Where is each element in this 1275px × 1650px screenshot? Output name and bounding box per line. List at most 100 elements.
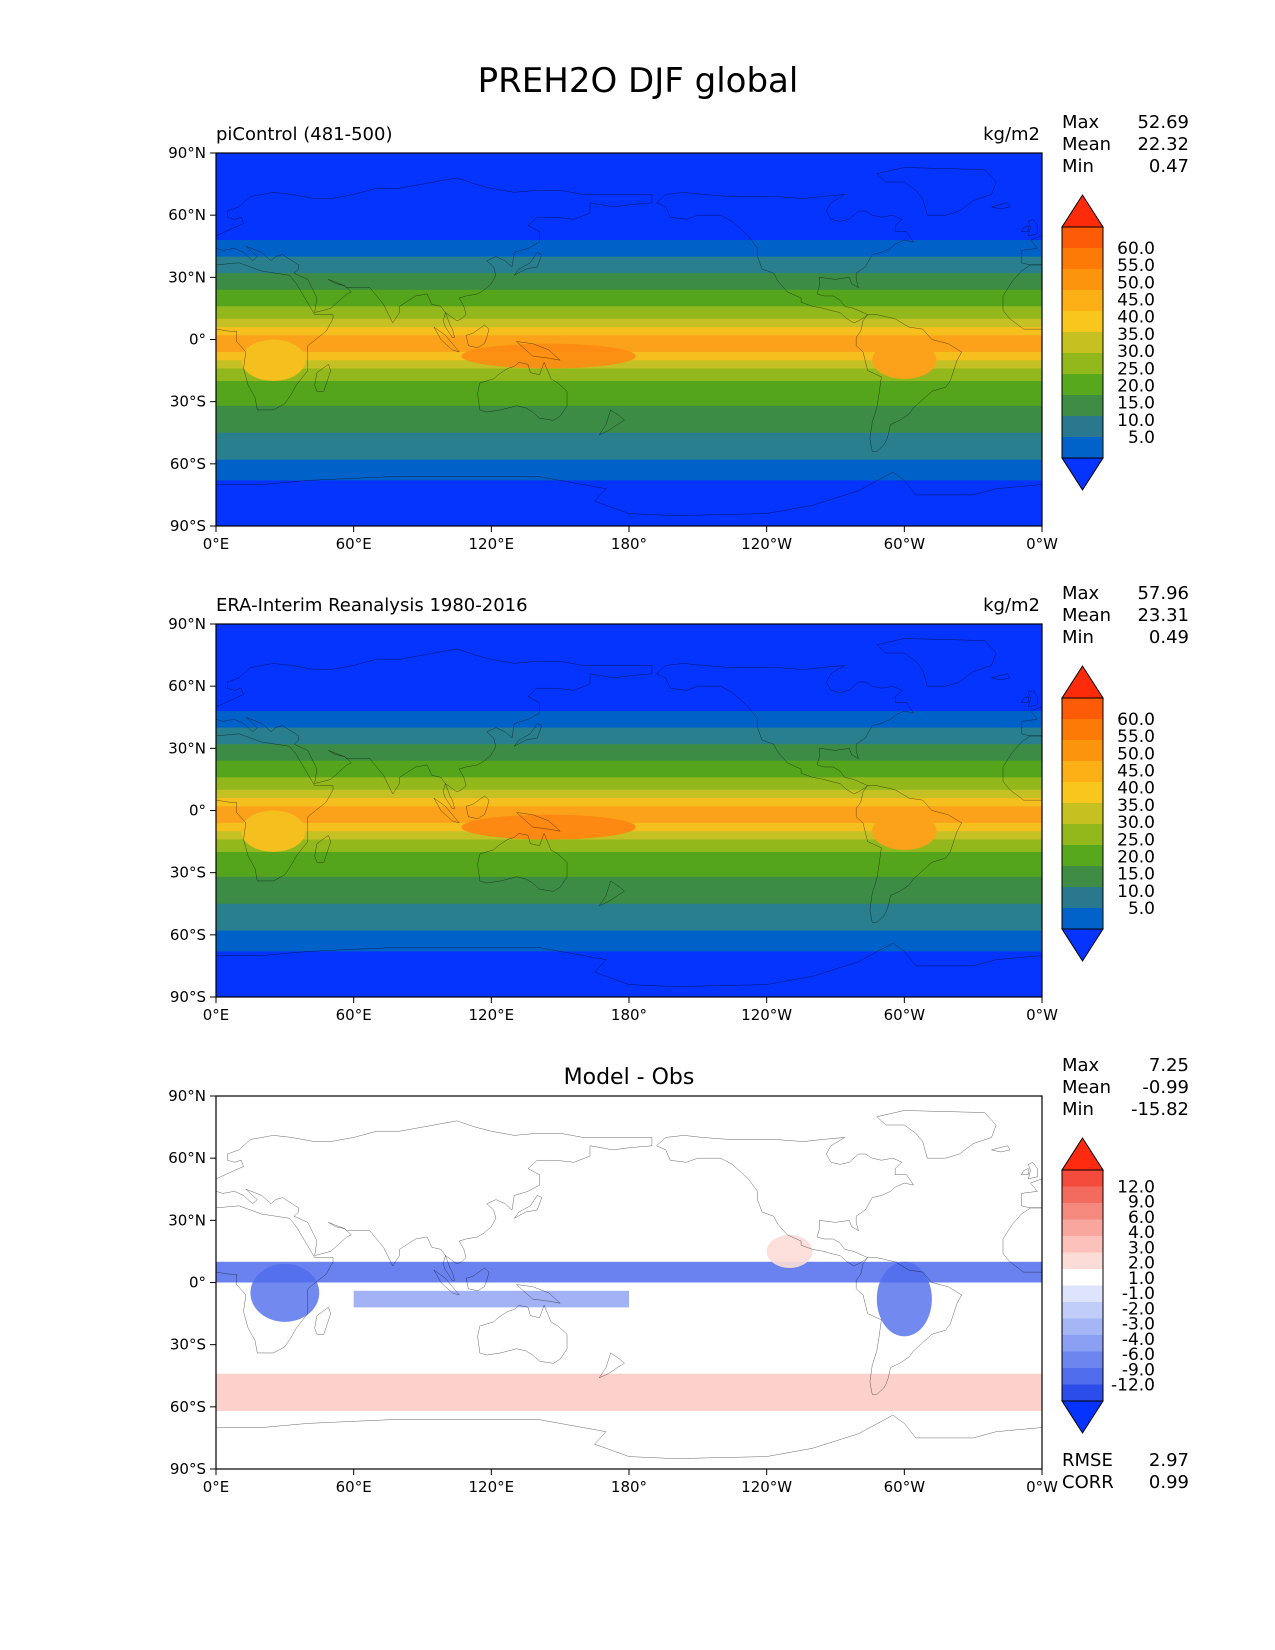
colorbar-level-label: 60.0 — [1117, 710, 1155, 730]
coastline-11 — [466, 796, 489, 819]
coastline-6 — [856, 1258, 962, 1395]
x-tick-label: 0°W — [1026, 535, 1058, 553]
colorbar-segment — [1062, 698, 1103, 720]
colorbar-level-label: 50.0 — [1117, 744, 1155, 764]
figure-title: PREH2O DJF global — [478, 61, 799, 101]
coastline-9 — [877, 639, 996, 687]
y-tick-label: 30°S — [170, 393, 206, 411]
colorbar-segment — [1062, 1236, 1103, 1253]
y-tick-label: 90°N — [168, 144, 206, 162]
x-tick-label: 120°W — [741, 1006, 792, 1024]
stat-value-mean: -0.99 — [1142, 1077, 1189, 1098]
x-tick-label: 180° — [611, 1478, 647, 1496]
colorbar-level-label: 25.0 — [1117, 830, 1155, 850]
colorbar-level-label: 10.0 — [1117, 882, 1155, 902]
stat-value-min: 0.49 — [1149, 627, 1189, 648]
colorbar-extend-min — [1061, 457, 1104, 491]
colorbar-frame — [1061, 1169, 1104, 1402]
coastline-3 — [216, 649, 652, 809]
colorbar-level-label: -6.0 — [1122, 1345, 1155, 1365]
colorbar-segment — [1062, 227, 1103, 249]
field-band-8 — [216, 335, 1042, 352]
colorbar-segment — [1062, 395, 1103, 417]
coastline-18 — [992, 203, 1010, 209]
coastline-14 — [315, 835, 331, 862]
y-tick-label: 30°S — [170, 1336, 206, 1354]
coastline-7 — [478, 362, 567, 420]
panel-units: kg/m2 — [983, 595, 1040, 616]
colorbar-segment — [1062, 908, 1103, 930]
map-layer-1 — [216, 153, 1042, 526]
colorbar-segment — [1062, 1269, 1103, 1286]
map-layer-2 — [216, 624, 1042, 997]
coastline-13 — [514, 1195, 542, 1218]
colorbar-level-label: 15.0 — [1117, 394, 1155, 414]
coastline-12 — [517, 1285, 561, 1304]
coastline-17 — [1021, 697, 1028, 703]
colorbar-level-label: 55.0 — [1117, 256, 1155, 276]
amazon-moist-core — [872, 341, 937, 379]
africa-moist-core — [241, 339, 306, 381]
stat-label-max: Max — [1062, 1055, 1100, 1076]
coastline-13 — [514, 723, 542, 746]
colorbar-frame — [1061, 226, 1104, 459]
panel-title: Model - Obs — [564, 1065, 695, 1090]
southern-ocean-bias — [216, 1373, 1042, 1411]
colorbar-1: 60.055.050.045.040.035.030.025.020.015.0… — [1061, 194, 1155, 491]
colorbar-level-label: 45.0 — [1117, 291, 1155, 311]
plot-area-3 — [216, 1096, 1042, 1469]
coastline-7 — [478, 833, 567, 891]
colorbar-level-label: 50.0 — [1117, 273, 1155, 293]
y-tick-label: 90°N — [168, 1087, 206, 1105]
coastline-5 — [657, 1135, 914, 1266]
stat-value-mean: 22.32 — [1137, 134, 1189, 155]
amazon-bias — [876, 1261, 932, 1337]
colorbar-segment — [1062, 1335, 1103, 1352]
colorbar-segment — [1062, 1368, 1103, 1385]
x-tick-label: 0°E — [203, 535, 230, 553]
x-tick-label: 120°W — [741, 1478, 792, 1496]
coastline-16 — [1028, 1162, 1037, 1179]
x-tick-label: 60°W — [884, 1006, 926, 1024]
colorbar-level-label: 45.0 — [1117, 762, 1155, 782]
stat-label-rmse: RMSE — [1062, 1450, 1113, 1471]
stat-label-min: Min — [1062, 156, 1094, 177]
x-tick-label: 60°E — [336, 535, 372, 553]
colorbar-level-label: 55.0 — [1117, 727, 1155, 747]
colorbar-segment — [1062, 803, 1103, 825]
y-tick-label: 30°N — [168, 268, 206, 286]
colorbar-segment — [1062, 1219, 1103, 1237]
colorbar-segment — [1062, 416, 1103, 438]
colorbar-level-label: 35.0 — [1117, 325, 1155, 345]
colorbar-level-label: -12.0 — [1111, 1376, 1155, 1396]
coastline-17 — [1021, 1169, 1028, 1175]
y-tick-label: 60°S — [170, 1398, 206, 1416]
colorbar-extend-min — [1061, 1400, 1104, 1434]
colorbar-segment — [1062, 866, 1103, 888]
panel-title: piControl (481-500) — [216, 124, 392, 145]
coastline-17 — [1021, 226, 1028, 232]
coastline-15 — [599, 410, 624, 435]
y-tick-label: 60°S — [170, 455, 206, 473]
colorbar-level-label: 12.0 — [1117, 1178, 1155, 1198]
africa-bias — [250, 1263, 320, 1322]
colorbar-segment — [1062, 782, 1103, 804]
colorbar-segment — [1062, 353, 1103, 375]
stat-value-max: 57.96 — [1137, 583, 1189, 604]
colorbar-segment — [1062, 1285, 1103, 1303]
colorbar-level-label: 3.0 — [1128, 1238, 1155, 1258]
colorbar-segment — [1062, 1203, 1103, 1220]
x-tick-label: 60°E — [336, 1478, 372, 1496]
colorbar-level-label: 5.0 — [1128, 428, 1155, 448]
coastline-4 — [1021, 236, 1041, 265]
stat-value-max: 7.25 — [1149, 1055, 1189, 1076]
colorbar-level-label: 6.0 — [1128, 1208, 1155, 1228]
stat-label-corr: CORR — [1062, 1472, 1114, 1493]
stat-label-max: Max — [1062, 583, 1100, 604]
coastline-12 — [517, 813, 561, 832]
colorbar-segment — [1062, 1252, 1103, 1270]
stat-label-mean: Mean — [1062, 134, 1111, 155]
mexico-bias — [766, 1234, 813, 1268]
y-tick-label: 60°N — [168, 677, 206, 695]
stat-value-max: 52.69 — [1137, 112, 1189, 133]
